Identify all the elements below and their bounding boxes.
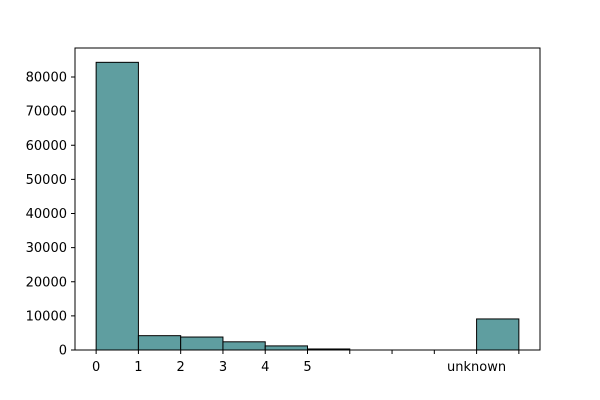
- y-tick-label-3: 30000: [26, 241, 67, 256]
- y-tick-label-6: 60000: [26, 139, 67, 154]
- histogram-bar-4: [264, 345, 308, 351]
- x-tick-label-4: 4: [261, 360, 269, 375]
- y-tick-label-1: 10000: [26, 309, 67, 324]
- y-tick-label-7: 70000: [26, 105, 67, 120]
- plot-frame: [74, 47, 541, 351]
- x-tick-label-1: 1: [134, 360, 142, 375]
- x-tick-label-9: unknown: [447, 360, 506, 375]
- histogram-bar-9: [476, 318, 520, 351]
- histogram-bar-0: [95, 61, 139, 351]
- y-tick-label-8: 80000: [26, 71, 67, 86]
- x-tick-label-5: 5: [303, 360, 311, 375]
- x-tick-label-2: 2: [177, 360, 185, 375]
- bars-group: [95, 61, 520, 351]
- histogram-bar-3: [222, 341, 266, 351]
- histogram-bar-1: [137, 335, 182, 351]
- y-tick-label-2: 20000: [26, 275, 67, 290]
- x-tick-label-0: 0: [92, 360, 100, 375]
- y-tick-label-4: 40000: [26, 207, 67, 222]
- x-tick-label-3: 3: [219, 360, 227, 375]
- plot-area: [75, 48, 540, 350]
- y-tick-label-5: 50000: [26, 173, 67, 188]
- y-axis-ticks: 0 10000 20000 30000 40000 50000 60000 70000 8000…: [26, 71, 75, 359]
- histogram-bar-2: [180, 336, 224, 351]
- x-axis-ticks: 0 1 2 3 4 5 unknown: [92, 350, 520, 375]
- y-tick-label-0: 0: [59, 344, 67, 359]
